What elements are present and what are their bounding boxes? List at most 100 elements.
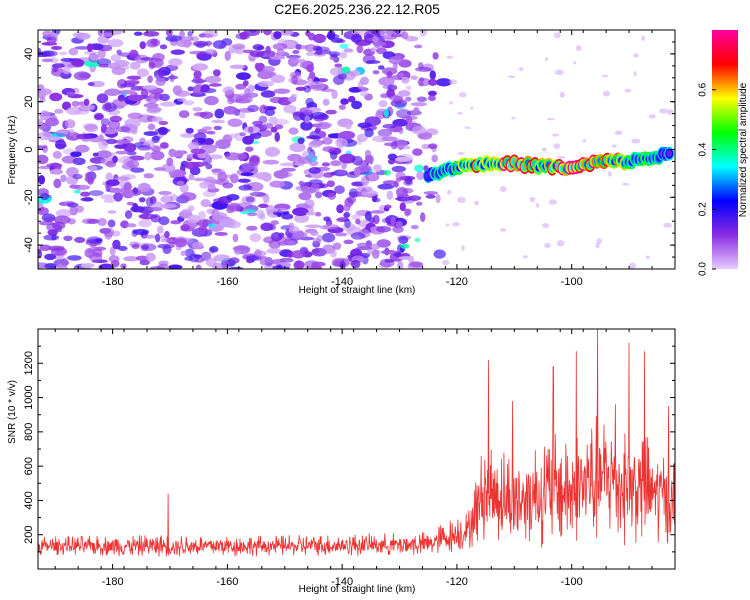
noise-blob: [118, 89, 136, 95]
noise-blob: [337, 169, 347, 175]
noise-blob: [518, 67, 524, 71]
noise-blob: [431, 154, 438, 163]
noise-blob: [395, 196, 412, 202]
noise-blob: [535, 203, 540, 208]
noise-blob: [427, 95, 436, 102]
noise-blob: [259, 213, 266, 220]
noise-blob: [449, 101, 453, 105]
noise-blob: [152, 135, 161, 141]
noise-blob: [622, 182, 630, 186]
noise-blob: [229, 64, 246, 70]
noise-blob: [224, 152, 242, 161]
noise-blob: [326, 180, 335, 188]
noise-blob: [170, 220, 182, 225]
noise-blob: [452, 221, 460, 227]
noise-blob: [386, 127, 395, 132]
noise-blob: [270, 126, 278, 133]
noise-blob: [92, 152, 99, 157]
noise-blob: [608, 171, 612, 177]
noise-blob: [414, 44, 423, 49]
noise-blob: [262, 193, 270, 204]
noise-blob: [168, 264, 183, 269]
noise-blob: [548, 199, 557, 205]
noise-blob: [180, 192, 197, 201]
noise-blob: [383, 169, 392, 176]
noise-blob: [382, 123, 397, 129]
noise-blob: [329, 150, 338, 160]
noise-blob: [529, 196, 536, 203]
noise-blob: [292, 231, 308, 239]
y-tick-label: 20: [23, 96, 35, 108]
noise-blob: [249, 233, 262, 242]
noise-blob: [311, 261, 326, 267]
noise-blob: [127, 94, 144, 102]
noise-blob: [158, 191, 172, 196]
noise-blob: [399, 202, 406, 212]
noise-blob: [191, 241, 204, 250]
noise-blob: [425, 194, 436, 199]
noise-blob: [541, 147, 547, 152]
noise-blob: [214, 231, 228, 236]
noise-blob: [154, 128, 171, 134]
noise-blob: [373, 164, 382, 172]
noise-blob: [38, 118, 43, 123]
noise-blob: [247, 126, 254, 133]
x-tick-label: -120: [446, 576, 468, 588]
noise-blob: [114, 144, 128, 149]
noise-blob: [264, 108, 276, 117]
y-tick-label: 800: [23, 423, 35, 441]
noise-blob: [338, 130, 356, 140]
noise-blob: [474, 200, 479, 206]
noise-blob: [40, 192, 50, 201]
noise-blob: [395, 171, 406, 181]
noise-blob: [158, 216, 170, 226]
noise-blob: [270, 220, 280, 225]
noise-blob: [449, 79, 458, 85]
noise-blob: [544, 57, 549, 62]
noise-blob: [272, 43, 288, 51]
noise-blob: [262, 159, 280, 165]
noise-blob: [44, 263, 57, 269]
noise-blob: [395, 156, 412, 162]
noise-blob: [386, 71, 393, 79]
noise-blob: [332, 242, 342, 250]
x-tick-label: -100: [561, 576, 583, 588]
noise-blob: [247, 104, 259, 113]
noise-blob: [159, 142, 169, 149]
noise-blob: [38, 175, 46, 185]
noise-blob: [43, 234, 60, 241]
noise-blob: [311, 111, 327, 120]
noise-blob: [372, 70, 380, 75]
noise-blob: [270, 74, 286, 84]
noise-blob: [250, 50, 265, 58]
noise-blob: [180, 224, 190, 232]
noise-blob: [165, 35, 183, 42]
noise-blob: [71, 58, 85, 67]
noise-blob: [133, 31, 143, 36]
noise-blob: [270, 231, 283, 242]
noise-blob: [335, 138, 348, 148]
noise-blob: [123, 256, 139, 262]
noise-blob: [64, 119, 76, 129]
noise-blob: [423, 191, 439, 195]
noise-blob: [86, 43, 94, 53]
noise-blob: [293, 260, 305, 269]
noise-blob: [206, 130, 216, 135]
noise-blob: [107, 38, 124, 48]
noise-blob: [195, 264, 202, 269]
signal-track: [423, 146, 675, 183]
noise-blob: [308, 167, 321, 174]
noise-blob: [107, 219, 116, 228]
noise-blob: [273, 118, 290, 126]
noise-blob: [142, 85, 158, 90]
noise-blob: [105, 172, 113, 182]
noise-blob: [321, 232, 336, 243]
noise-blob: [259, 255, 268, 266]
noise-blob: [182, 208, 193, 214]
noise-blob: [412, 148, 423, 156]
noise-blob: [72, 173, 83, 180]
x-tick-label: -180: [102, 576, 124, 588]
noise-blob: [350, 259, 361, 269]
noise-blob: [187, 30, 193, 37]
noise-blob: [38, 88, 52, 96]
